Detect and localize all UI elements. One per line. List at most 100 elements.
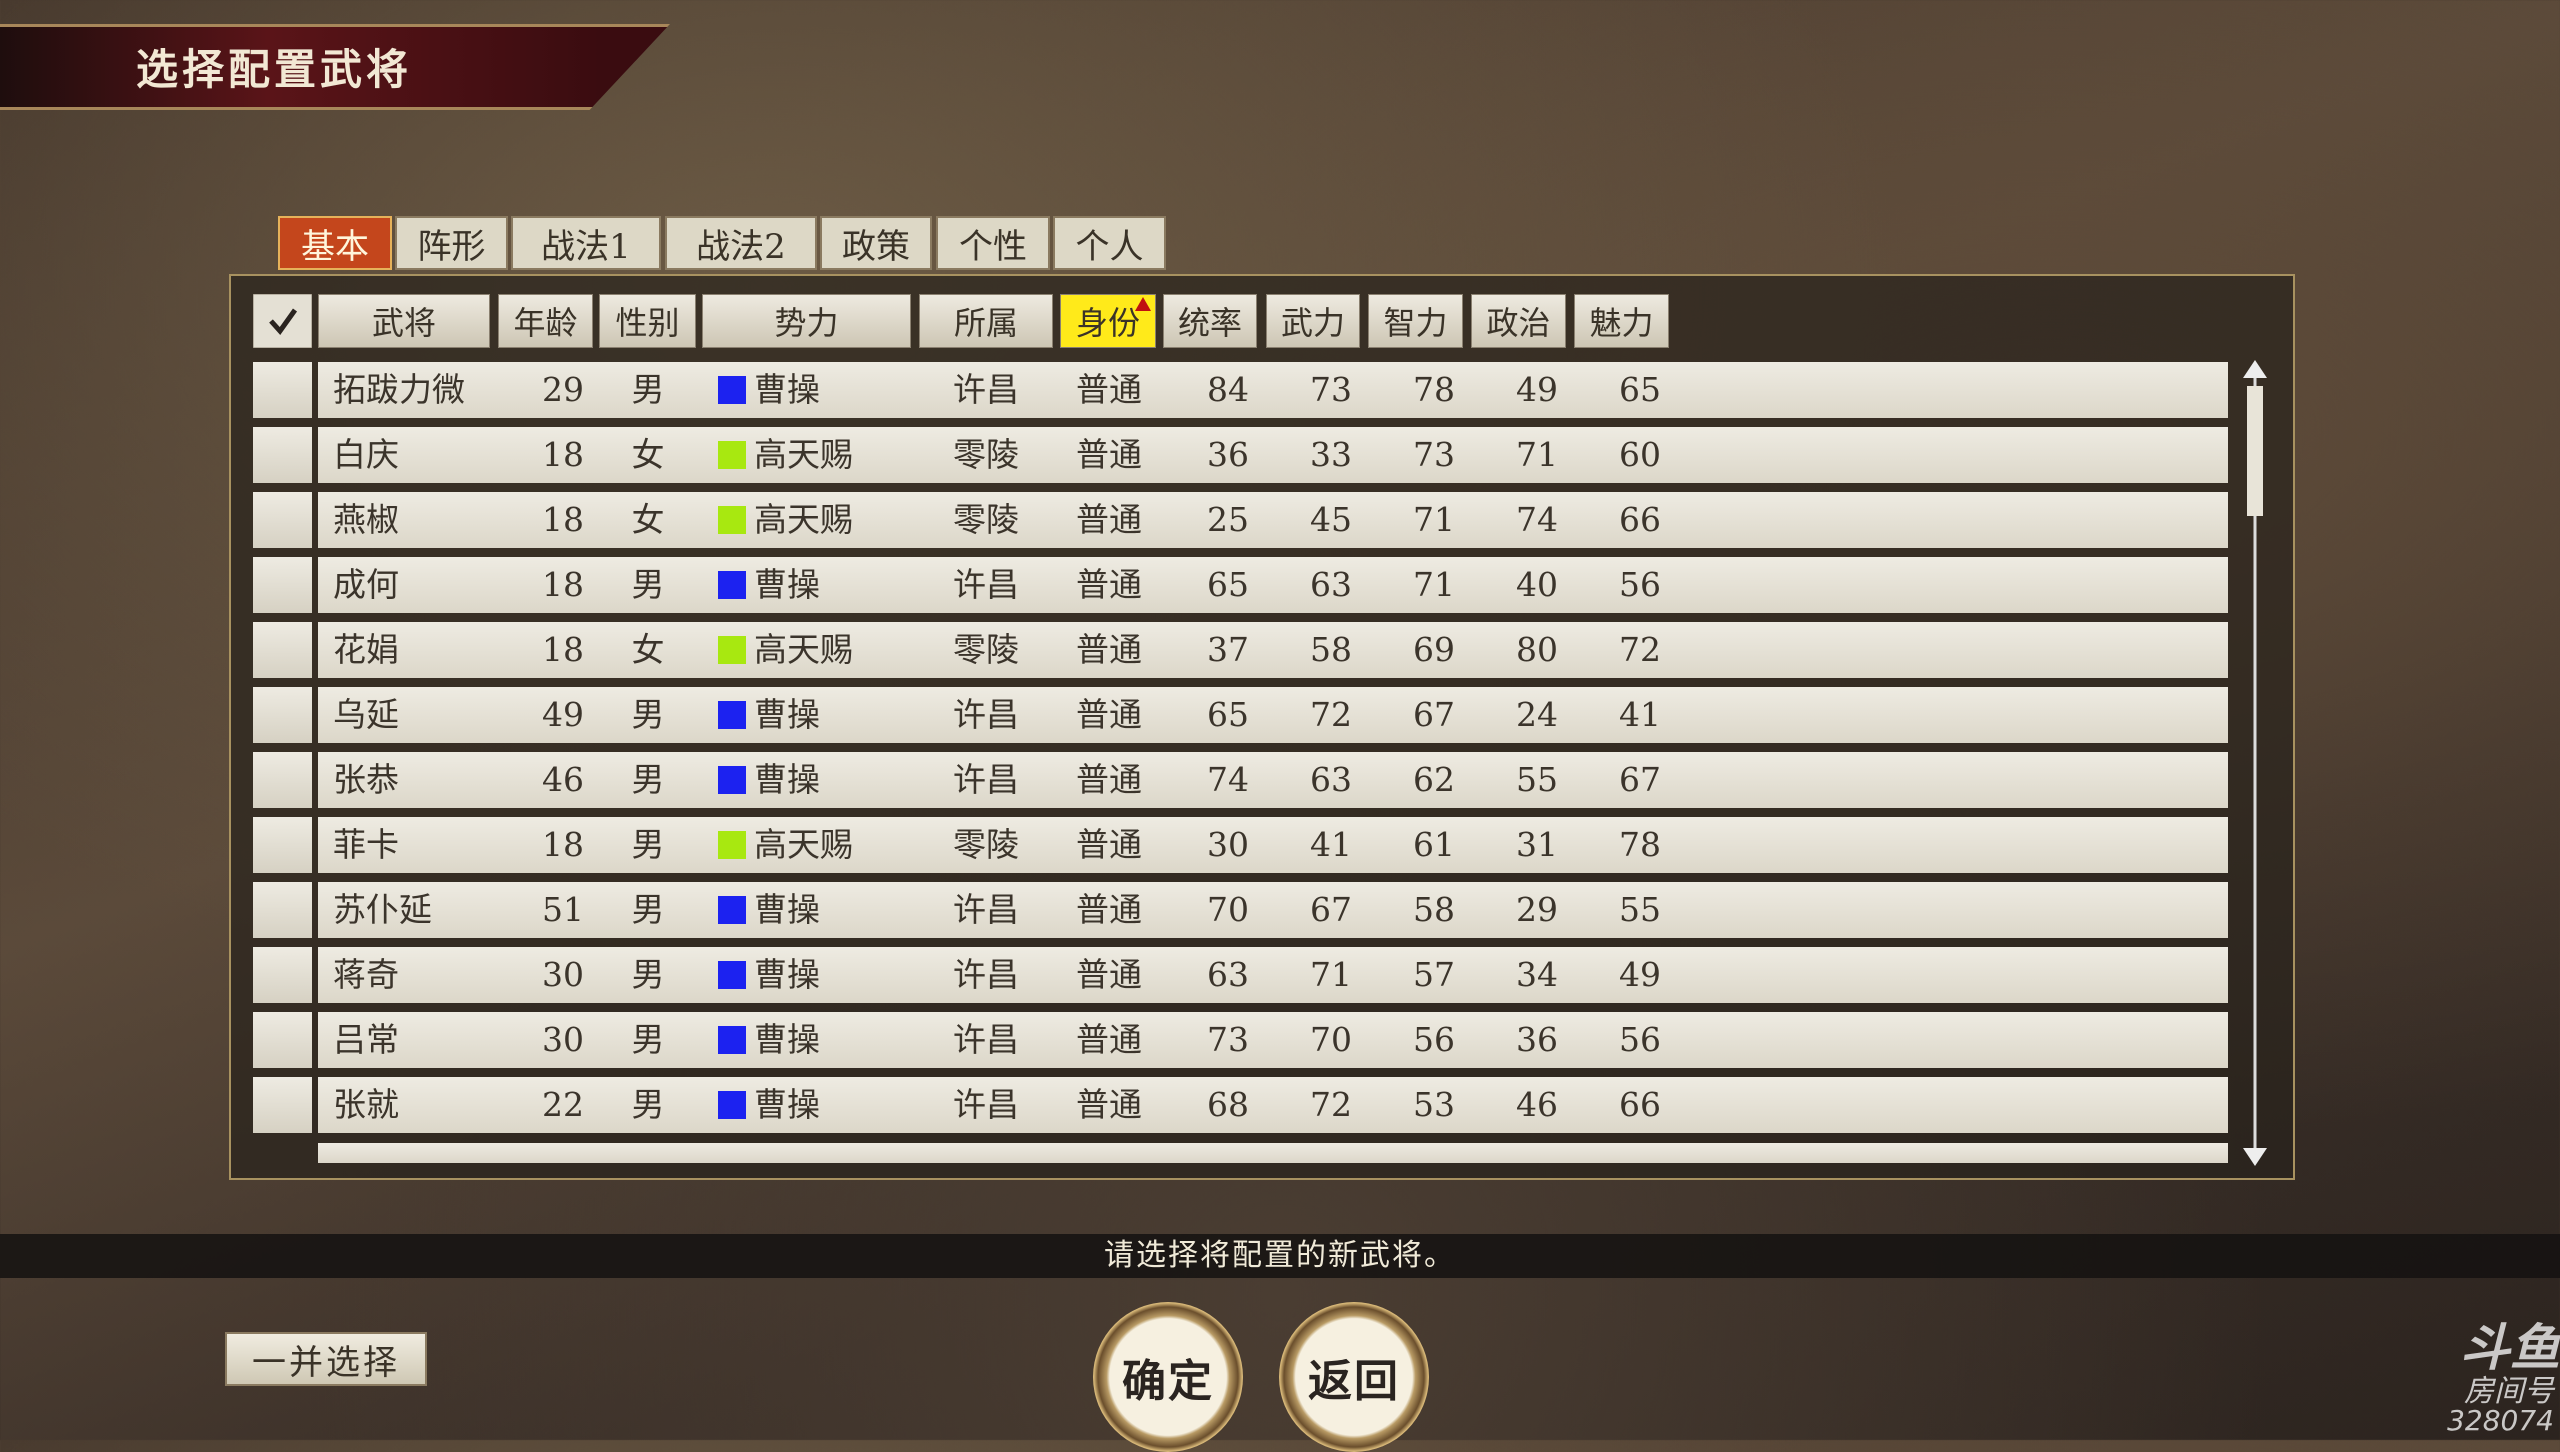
cell: 70: [1310, 1020, 1352, 1059]
confirm-button[interactable]: 确定: [1093, 1302, 1243, 1452]
cell-name: 张就: [333, 1085, 399, 1124]
table-row[interactable]: [318, 817, 2228, 873]
cell: 普通: [1076, 890, 1142, 929]
cell: 71: [1516, 435, 1558, 474]
cell: 18: [542, 500, 584, 539]
cell: 61: [1413, 825, 1455, 864]
row-checkbox[interactable]: [253, 492, 312, 548]
cell: 78: [1619, 825, 1661, 864]
cell: 男: [631, 825, 665, 864]
back-button[interactable]: 返回: [1279, 1302, 1429, 1452]
cell: 57: [1413, 955, 1455, 994]
cell: 零陵: [953, 630, 1019, 669]
table-row[interactable]: [318, 947, 2228, 1003]
cell: 73: [1413, 435, 1455, 474]
column-header[interactable]: 魅力: [1574, 294, 1669, 348]
cell: 男: [631, 695, 665, 734]
cell: 许昌: [953, 1020, 1019, 1059]
cell-name: 白庆: [333, 435, 399, 474]
cell-faction: 曹操: [754, 955, 820, 994]
row-checkbox[interactable]: [253, 557, 312, 613]
tab[interactable]: 战法1: [511, 216, 661, 270]
column-header[interactable]: 年龄: [498, 294, 593, 348]
cell-faction: 曹操: [754, 565, 820, 604]
select-all-check[interactable]: [253, 294, 312, 348]
cell: 73: [1207, 1020, 1249, 1059]
row-checkbox[interactable]: [253, 882, 312, 938]
table-row[interactable]: [318, 492, 2228, 548]
row-checkbox[interactable]: [253, 752, 312, 808]
cell-faction: 高天赐: [754, 500, 853, 539]
select-all-button[interactable]: 一并选择: [225, 1332, 427, 1386]
column-header[interactable]: 政治: [1471, 294, 1566, 348]
cell: 29: [542, 370, 584, 409]
cell: 25: [1207, 500, 1249, 539]
cell: 58: [1310, 630, 1352, 669]
table-row[interactable]: [318, 1012, 2228, 1068]
row-checkbox[interactable]: [253, 687, 312, 743]
cell: 普通: [1076, 500, 1142, 539]
column-header[interactable]: 智力: [1368, 294, 1463, 348]
tab[interactable]: 战法2: [665, 216, 817, 270]
cell-name: 成何: [333, 565, 399, 604]
cell: 72: [1619, 630, 1661, 669]
cell-name: 拓跋力微: [333, 370, 465, 409]
cell: 34: [1516, 955, 1558, 994]
cell-name: 燕椒: [333, 500, 399, 539]
cell-faction: 曹操: [754, 695, 820, 734]
column-header[interactable]: 统率: [1163, 294, 1257, 348]
cell: 72: [1310, 695, 1352, 734]
cell: 70: [1207, 890, 1249, 929]
row-checkbox[interactable]: [253, 817, 312, 873]
row-checkbox[interactable]: [253, 622, 312, 678]
row-checkbox[interactable]: [253, 362, 312, 418]
cell: 零陵: [953, 500, 1019, 539]
cell-name: 蒋奇: [333, 955, 399, 994]
cell: 51: [542, 890, 584, 929]
table-row[interactable]: [318, 687, 2228, 743]
faction-color: [718, 1026, 746, 1054]
cell: 56: [1619, 565, 1661, 604]
title-banner: [0, 24, 670, 110]
cell: 许昌: [953, 1085, 1019, 1124]
cell: 普通: [1076, 955, 1142, 994]
row-checkbox[interactable]: [253, 947, 312, 1003]
column-header[interactable]: 所属: [919, 294, 1053, 348]
column-header[interactable]: 武将: [318, 294, 490, 348]
table-row[interactable]: [318, 1077, 2228, 1133]
table-row[interactable]: [318, 427, 2228, 483]
table-row[interactable]: [318, 362, 2228, 418]
table-row[interactable]: [318, 622, 2228, 678]
tab[interactable]: 个人: [1053, 216, 1166, 270]
cell: 78: [1413, 370, 1455, 409]
tab[interactable]: 基本: [278, 216, 392, 270]
cell: 36: [1207, 435, 1249, 474]
row-checkbox[interactable]: [253, 1012, 312, 1068]
cell: 68: [1207, 1085, 1249, 1124]
scrollbar[interactable]: [2240, 358, 2270, 1168]
table-row[interactable]: [318, 752, 2228, 808]
cell: 63: [1310, 565, 1352, 604]
cell: 67: [1413, 695, 1455, 734]
cell: 普通: [1076, 695, 1142, 734]
tab[interactable]: 政策: [820, 216, 932, 270]
cell: 67: [1310, 890, 1352, 929]
cell: 男: [631, 1085, 665, 1124]
tab[interactable]: 个性: [936, 216, 1050, 270]
column-header[interactable]: 身份: [1060, 294, 1156, 348]
column-header[interactable]: 势力: [702, 294, 911, 348]
table-row[interactable]: [318, 882, 2228, 938]
cell: 73: [1310, 370, 1352, 409]
cell: 男: [631, 1020, 665, 1059]
row-checkbox[interactable]: [253, 1077, 312, 1133]
tab[interactable]: 阵形: [395, 216, 508, 270]
watermark-room-label: 房间号: [2464, 1374, 2554, 1409]
message-bar: [0, 1234, 2560, 1278]
row-checkbox[interactable]: [253, 427, 312, 483]
column-header[interactable]: 武力: [1266, 294, 1360, 348]
cell: 零陵: [953, 435, 1019, 474]
table-row[interactable]: [318, 557, 2228, 613]
cell-faction: 曹操: [754, 1085, 820, 1124]
column-header[interactable]: 性别: [599, 294, 696, 348]
cell: 65: [1207, 695, 1249, 734]
